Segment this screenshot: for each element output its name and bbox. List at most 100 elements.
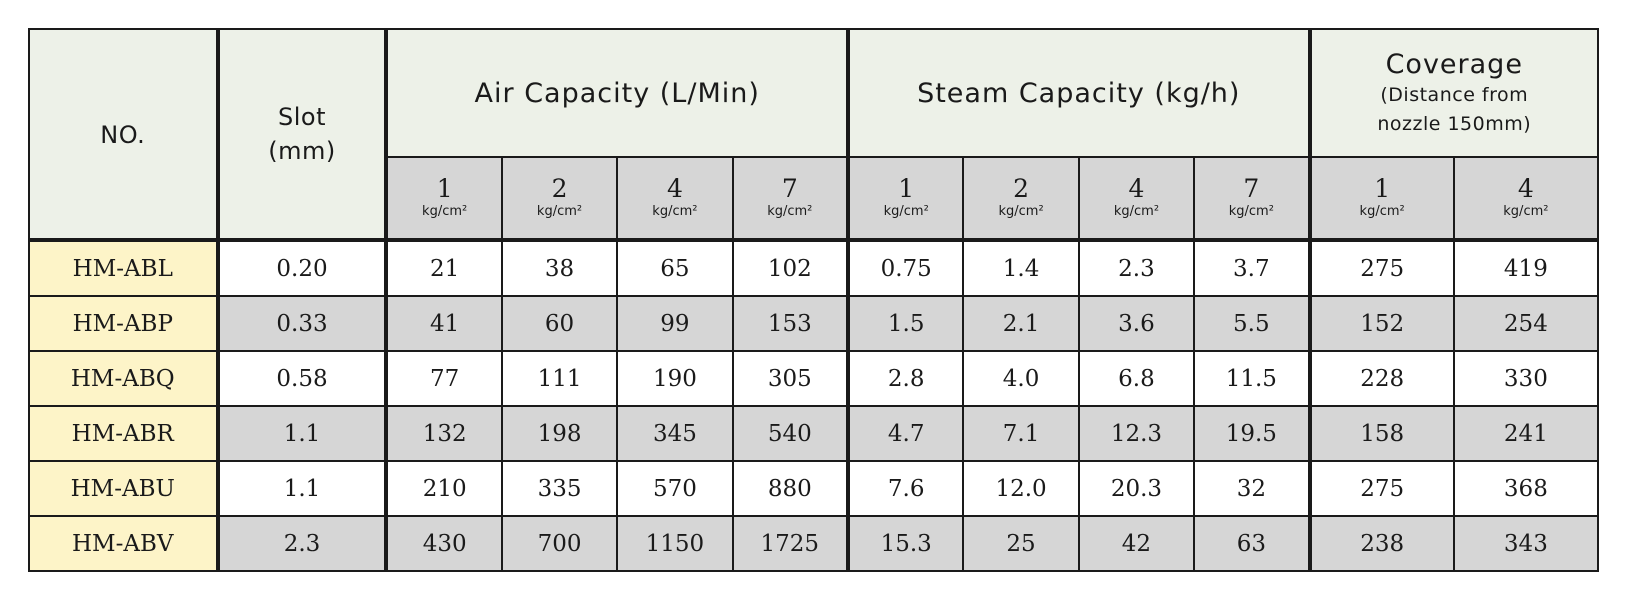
slot-value: 1.1 xyxy=(215,460,388,517)
model-number: HM-ABL xyxy=(28,238,219,297)
steam-value: 7.6 xyxy=(845,460,965,517)
air-pressure-7: 7 kg/cm² xyxy=(731,156,850,241)
header-coverage-line1: Coverage xyxy=(1385,48,1523,80)
slot-value: 2.3 xyxy=(215,515,388,572)
pressure-unit: kg/cm² xyxy=(422,204,468,219)
air-pressure-1: 1 kg/cm² xyxy=(384,156,503,241)
table-row: HM-ABU 1.1 210 335 570 880 7.6 12.0 20.3… xyxy=(28,460,1600,517)
table-row: HM-ABR 1.1 132 198 345 540 4.7 7.1 12.3 … xyxy=(28,405,1600,462)
air-value: 210 xyxy=(384,460,503,517)
steam-value: 1.5 xyxy=(845,295,965,352)
coverage-value: 368 xyxy=(1452,460,1600,517)
air-value: 102 xyxy=(731,238,850,297)
steam-value: 63 xyxy=(1193,515,1311,572)
header-coverage-line2: (Distance from xyxy=(1380,83,1529,106)
air-value: 65 xyxy=(616,238,734,297)
air-value: 1150 xyxy=(616,515,734,572)
pressure-value: 2 xyxy=(551,174,568,203)
header-air-capacity: Air Capacity (L/Min) xyxy=(384,28,849,158)
air-pressure-4: 4 kg/cm² xyxy=(616,156,734,241)
slot-value: 0.33 xyxy=(215,295,388,352)
spec-table-wrapper: NO. Slot (mm) Air Capacity (L/Min) Steam… xyxy=(28,28,1600,572)
pressure-unit: kg/cm² xyxy=(1228,204,1274,219)
pressure-value: 1 xyxy=(898,174,915,203)
table-row: HM-ABQ 0.58 77 111 190 305 2.8 4.0 6.8 1… xyxy=(28,350,1600,407)
pressure-unit: kg/cm² xyxy=(1113,204,1160,219)
coverage-pressure-4: 4 kg/cm² xyxy=(1452,156,1600,241)
model-number: HM-ABU xyxy=(28,460,219,517)
header-steam-label: Steam Capacity (kg/h) xyxy=(917,77,1241,109)
header-coverage-line3: nozzle 150mm) xyxy=(1377,112,1532,135)
air-value: 132 xyxy=(384,405,503,462)
model-number: HM-ABR xyxy=(28,405,219,462)
coverage-pressure-1: 1 kg/cm² xyxy=(1307,156,1455,241)
steam-value: 2.8 xyxy=(845,350,965,407)
slot-value: 1.1 xyxy=(215,405,388,462)
steam-value: 2.1 xyxy=(962,295,1080,352)
air-value: 570 xyxy=(616,460,734,517)
table-row: HM-ABP 0.33 41 60 99 153 1.5 2.1 3.6 5.5… xyxy=(28,295,1600,352)
air-value: 111 xyxy=(500,350,619,407)
air-value: 77 xyxy=(384,350,503,407)
coverage-value: 241 xyxy=(1452,405,1600,462)
pressure-value: 7 xyxy=(1243,174,1260,203)
steam-value: 4.0 xyxy=(962,350,1080,407)
air-value: 21 xyxy=(384,238,503,297)
header-no-label: NO. xyxy=(100,120,146,149)
header-no: NO. xyxy=(28,28,219,241)
coverage-value: 275 xyxy=(1307,460,1455,517)
pressure-unit: kg/cm² xyxy=(767,204,813,219)
pressure-value: 4 xyxy=(666,174,683,203)
pressure-value: 1 xyxy=(436,174,453,203)
steam-value: 0.75 xyxy=(845,238,965,297)
header-coverage: Coverage (Distance from nozzle 150mm) xyxy=(1307,28,1600,158)
steam-value: 6.8 xyxy=(1077,350,1196,407)
coverage-value: 158 xyxy=(1307,405,1455,462)
header-air-label: Air Capacity (L/Min) xyxy=(474,77,760,109)
air-value: 335 xyxy=(500,460,619,517)
air-pressure-2: 2 kg/cm² xyxy=(500,156,619,241)
coverage-value: 152 xyxy=(1307,295,1455,352)
steam-value: 4.7 xyxy=(845,405,965,462)
steam-value: 20.3 xyxy=(1077,460,1196,517)
steam-pressure-4: 4 kg/cm² xyxy=(1077,156,1196,241)
coverage-value: 419 xyxy=(1452,238,1600,297)
pressure-unit: kg/cm² xyxy=(883,204,929,219)
steam-value: 19.5 xyxy=(1193,405,1311,462)
table-row: HM-ABV 2.3 430 700 1150 1725 15.3 25 42 … xyxy=(28,515,1600,572)
table-body: HM-ABL 0.20 21 38 65 102 0.75 1.4 2.3 3.… xyxy=(28,238,1600,572)
air-value: 190 xyxy=(616,350,734,407)
steam-value: 25 xyxy=(962,515,1080,572)
steam-value: 12.0 xyxy=(962,460,1080,517)
steam-value: 1.4 xyxy=(962,238,1080,297)
steam-pressure-1: 1 kg/cm² xyxy=(845,156,965,241)
steam-value: 42 xyxy=(1077,515,1196,572)
air-value: 99 xyxy=(616,295,734,352)
header-slot-line1: Slot xyxy=(277,103,326,131)
steam-value: 32 xyxy=(1193,460,1311,517)
pressure-value: 4 xyxy=(1517,174,1534,203)
air-value: 153 xyxy=(731,295,850,352)
header-steam-capacity: Steam Capacity (kg/h) xyxy=(846,28,1311,158)
model-number: HM-ABQ xyxy=(28,350,219,407)
header-row-main: NO. Slot (mm) Air Capacity (L/Min) Steam… xyxy=(28,28,1600,241)
coverage-value: 254 xyxy=(1452,295,1600,352)
coverage-value: 238 xyxy=(1307,515,1455,572)
coverage-value: 330 xyxy=(1452,350,1600,407)
steam-value: 5.5 xyxy=(1193,295,1311,352)
pressure-unit: kg/cm² xyxy=(998,204,1044,219)
nozzle-spec-table: NO. Slot (mm) Air Capacity (L/Min) Steam… xyxy=(28,28,1600,572)
header-row-pressures: 1 kg/cm² 2 kg/cm² 4 kg/cm² 7 kg/cm² 1 kg/cm² … xyxy=(29,156,1600,241)
air-value: 60 xyxy=(500,295,619,352)
steam-pressure-7: 7 kg/cm² xyxy=(1193,156,1311,241)
coverage-value: 343 xyxy=(1452,515,1600,572)
slot-value: 0.20 xyxy=(215,238,388,297)
steam-value: 7.1 xyxy=(962,405,1080,462)
air-value: 1725 xyxy=(731,515,850,572)
pressure-value: 7 xyxy=(781,174,798,203)
air-value: 430 xyxy=(384,515,503,572)
header-slot: Slot (mm) xyxy=(215,28,388,241)
coverage-value: 275 xyxy=(1307,238,1455,297)
model-number: HM-ABP xyxy=(28,295,219,352)
pressure-unit: kg/cm² xyxy=(652,204,698,219)
